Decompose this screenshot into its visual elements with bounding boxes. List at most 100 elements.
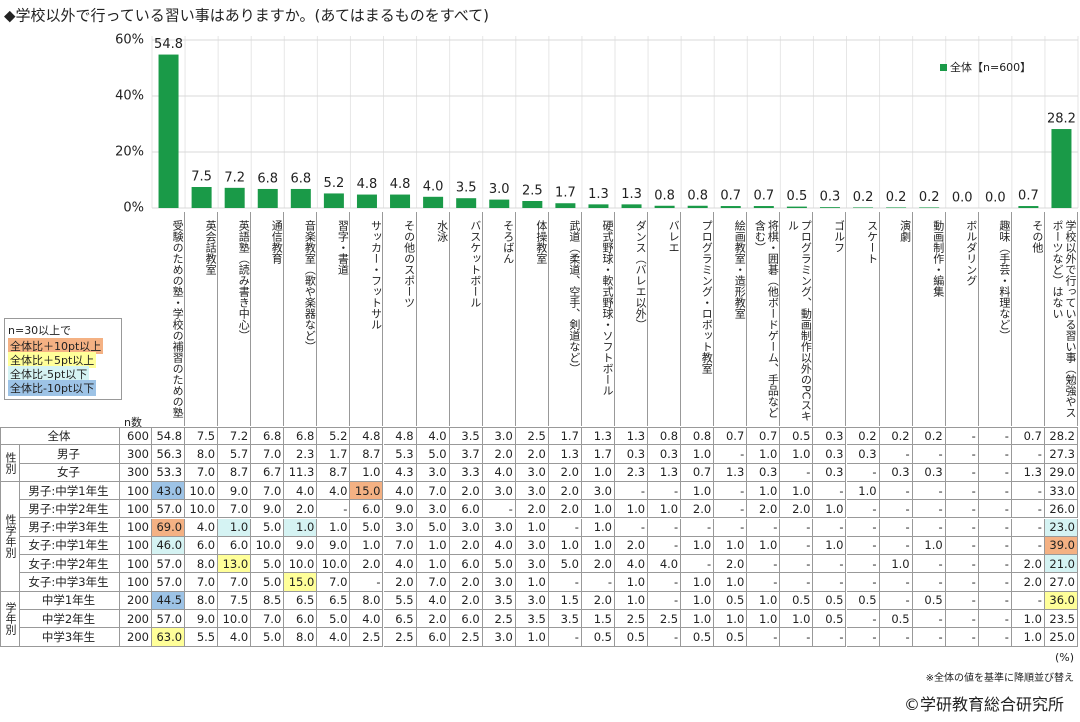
table-cell: - xyxy=(747,555,781,574)
table-cell: 2.0 xyxy=(581,591,615,610)
table-cell: 29.0 xyxy=(1044,463,1078,482)
table-cell: 9.0 xyxy=(251,500,285,519)
bar xyxy=(290,188,311,208)
table-cell: 2.0 xyxy=(284,500,318,519)
bar xyxy=(522,201,543,208)
table-cell: 2.5 xyxy=(482,610,516,629)
table-cell: - xyxy=(912,481,946,501)
table-cell: 2.0 xyxy=(350,555,384,574)
table-cell: 2.0 xyxy=(1011,555,1045,574)
table-cell: 56.3 xyxy=(152,445,186,464)
table-cell: - xyxy=(846,555,880,574)
table-cell: 1.0 xyxy=(846,481,880,501)
table-cell: - xyxy=(879,445,913,464)
table-cell: 0.3 xyxy=(846,445,880,464)
table-cell: 57.0 xyxy=(152,610,186,629)
table-cell: 6.5 xyxy=(383,610,417,629)
data-label: 0.2 xyxy=(853,190,874,205)
table-cell: 3.5 xyxy=(449,427,483,446)
table-cell: 1.0 xyxy=(1011,628,1045,647)
table-cell: 1.0 xyxy=(714,610,748,629)
table-cell: - xyxy=(482,500,516,519)
table-cell: 2.5 xyxy=(648,610,682,629)
table-cell: 0.3 xyxy=(912,463,946,482)
row-label: 男子 xyxy=(20,445,120,464)
bar xyxy=(1051,129,1072,208)
table-cell: 7.0 xyxy=(251,481,285,501)
table-cell: 8.0 xyxy=(185,555,219,574)
table-cell: 4.8 xyxy=(350,427,384,446)
table-cell: 1.0 xyxy=(747,591,781,610)
table-cell: - xyxy=(846,610,880,629)
table-cell: 3.0 xyxy=(515,481,549,501)
table-cell: 1.0 xyxy=(581,500,615,519)
data-label: 0.2 xyxy=(919,190,940,205)
table-cell: - xyxy=(945,445,979,464)
row-n: 100 xyxy=(120,536,152,556)
category-label: 硬式野球・軟式野球・ソフトボール xyxy=(582,212,615,426)
row-n: 200 xyxy=(120,610,152,629)
data-label: 28.2 xyxy=(1047,112,1076,127)
table-cell: 0.3 xyxy=(648,445,682,464)
table-cell: 5.0 xyxy=(251,555,285,574)
y-tick-label: 60% xyxy=(115,33,144,48)
row-label: 男子:中学1年生 xyxy=(20,481,120,501)
table-cell: - xyxy=(681,518,715,537)
table-cell: - xyxy=(615,518,649,537)
table-cell: - xyxy=(912,628,946,647)
table-cell: 0.8 xyxy=(681,427,715,446)
bar xyxy=(753,206,774,208)
table-cell: 3.0 xyxy=(515,555,549,574)
bar xyxy=(720,206,741,208)
row-label: 中学2年生 xyxy=(20,610,120,629)
table-cell: - xyxy=(1011,536,1045,556)
table-cell: 15.0 xyxy=(350,481,384,501)
table-cell: 2.0 xyxy=(548,463,582,482)
table-cell: - xyxy=(879,481,913,501)
table-cell: 3.0 xyxy=(482,518,516,537)
table-cell: 1.0 xyxy=(813,536,847,556)
table-cell: 7.5 xyxy=(185,427,219,446)
table-cell: 3.0 xyxy=(383,518,417,537)
table-cell: 2.0 xyxy=(449,591,483,610)
table-cell: 7.5 xyxy=(218,591,252,610)
data-label: 1.3 xyxy=(621,187,642,202)
group-label: 性学年別 xyxy=(0,481,20,592)
table-cell: 0.5 xyxy=(615,628,649,647)
table-cell: - xyxy=(548,573,582,592)
table-cell: - xyxy=(648,481,682,501)
table-cell: 5.5 xyxy=(185,628,219,647)
table-cell: 6.5 xyxy=(284,591,318,610)
bar xyxy=(191,187,212,208)
bar xyxy=(390,194,411,208)
table-cell: 2.5 xyxy=(350,628,384,647)
row-label: 女子:中学2年生 xyxy=(20,555,120,574)
table-cell: 9.0 xyxy=(383,500,417,519)
category-label: 将棋・囲碁（他ボードゲーム、手品など含む） xyxy=(747,212,781,426)
table-cell: 1.0 xyxy=(912,536,946,556)
table-cell: 2.5 xyxy=(615,610,649,629)
table-cell: - xyxy=(912,445,946,464)
table-cell: 8.0 xyxy=(284,628,318,647)
table-cell: 1.0 xyxy=(780,481,814,501)
category-label: 動画制作・編集 xyxy=(913,212,946,426)
table-cell: 8.0 xyxy=(185,445,219,464)
category-label: バスケットボール xyxy=(450,212,483,426)
table-cell: 4.0 xyxy=(416,427,450,446)
table-cell: 1.0 xyxy=(714,536,748,556)
table-cell: - xyxy=(879,500,913,519)
table-cell: 0.5 xyxy=(912,591,946,610)
bar xyxy=(588,204,609,208)
row-n: 600 xyxy=(120,427,152,446)
highlight-legend-item: 全体比-10pt以下 xyxy=(8,380,97,396)
table-cell: 4.0 xyxy=(383,481,417,501)
category-label: プログラミング、動画制作以外のPCスキル xyxy=(780,212,814,426)
table-cell: - xyxy=(912,610,946,629)
table-cell: 57.0 xyxy=(152,500,186,519)
bar xyxy=(158,54,179,209)
table-cell: 8.0 xyxy=(185,591,219,610)
data-label: 54.8 xyxy=(154,37,183,52)
bar xyxy=(323,193,344,208)
table-cell: 4.0 xyxy=(482,536,516,556)
table-cell: 0.5 xyxy=(780,591,814,610)
